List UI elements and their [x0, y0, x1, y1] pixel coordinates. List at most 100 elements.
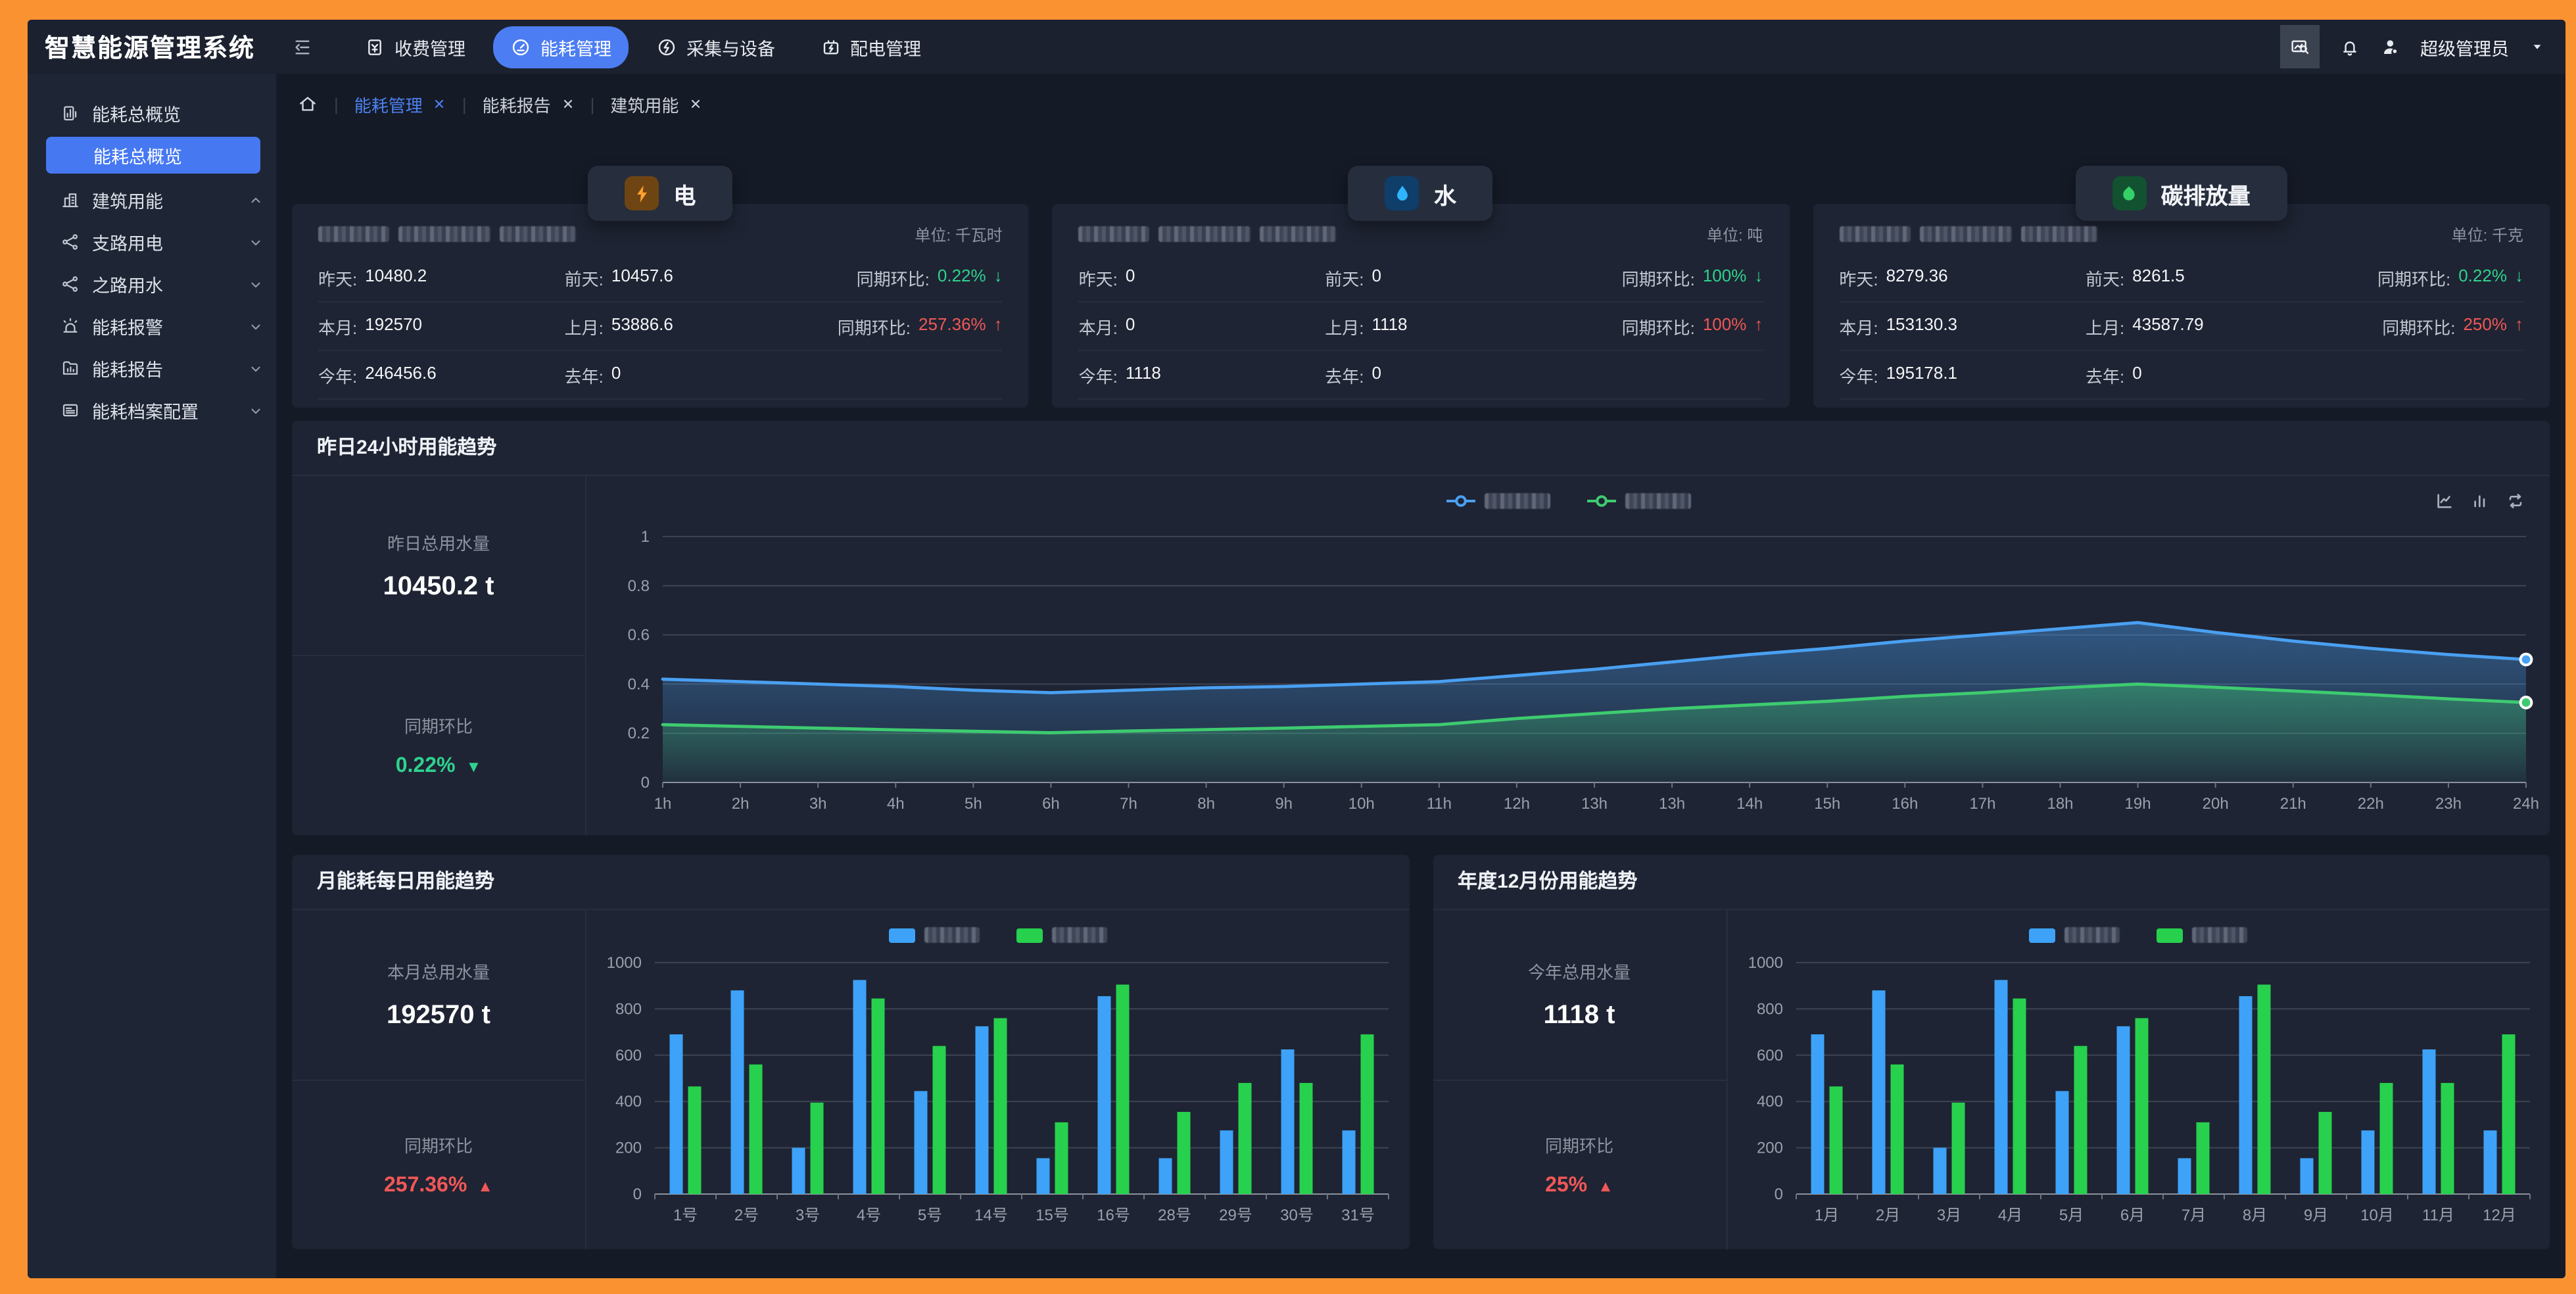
- daily-bar-29号-s1: [1220, 1130, 1233, 1194]
- metric-label: 去年:: [564, 366, 604, 386]
- svg-text:600: 600: [615, 1047, 642, 1065]
- metric-value: 0: [611, 362, 621, 382]
- sidebar-item-label: 能耗档案配置: [92, 402, 199, 422]
- electricity-row-2: 本月: 192570 上月: 53886.6 同期环比: 257.36% ↑: [318, 302, 1003, 351]
- sidebar-item-7[interactable]: 能耗档案配置: [28, 389, 276, 431]
- chevron-down-icon[interactable]: [2529, 38, 2546, 55]
- tab-1[interactable]: 能耗管理: [354, 91, 446, 116]
- svg-text:0.8: 0.8: [628, 577, 650, 595]
- svg-text:31号: 31号: [1341, 1207, 1375, 1224]
- metric-value: 100%: [1702, 265, 1747, 285]
- svg-text:8h: 8h: [1197, 795, 1215, 813]
- water-badge-label: 水: [1433, 183, 1456, 208]
- user-icon[interactable]: [2379, 36, 2400, 57]
- sidebar-item-2[interactable]: 建筑用能: [28, 179, 276, 221]
- tab-close-icon[interactable]: [561, 97, 575, 110]
- tab-close-icon[interactable]: [433, 97, 446, 110]
- electricity-cell: 本月: 192570: [318, 314, 565, 339]
- metric-label: 今年:: [1839, 366, 1878, 386]
- refresh-tool-icon[interactable]: [2505, 491, 2526, 512]
- metric-value: 8261.5: [2132, 265, 2185, 285]
- metric-value: 1118: [1125, 362, 1161, 382]
- yearly-bar-10月-s1: [2360, 1130, 2374, 1194]
- yearly-legend-item-1[interactable]: [2029, 927, 2120, 943]
- sidebar-item-label: 能耗总概览: [92, 105, 181, 125]
- sidebar-item-4[interactable]: 之路用水: [28, 263, 276, 305]
- daily-total-value: 192570 t: [387, 1000, 490, 1030]
- sidebar-collapse-icon[interactable]: [292, 36, 313, 57]
- yearly-bar-12月-s1: [2483, 1130, 2496, 1194]
- sidebar-item-5[interactable]: 能耗报警: [28, 305, 276, 347]
- top-menu-item-1[interactable]: 收费管理: [347, 26, 483, 68]
- bar-tool-icon[interactable]: [2469, 491, 2491, 512]
- svg-text:1月: 1月: [1814, 1207, 1838, 1224]
- svg-text:5h: 5h: [965, 795, 982, 813]
- metric-label: 去年:: [2085, 366, 2125, 386]
- water-cell: 前天: 0: [1325, 265, 1621, 290]
- daily-legend-item-2[interactable]: [1016, 927, 1107, 943]
- arrow-up-icon: ↑: [2514, 314, 2523, 333]
- tab-close-icon[interactable]: [689, 97, 702, 110]
- line-tool-icon[interactable]: [2434, 491, 2455, 512]
- daily-bar-29号-s2: [1238, 1083, 1252, 1194]
- svg-text:1: 1: [641, 528, 650, 546]
- top-menu-item-3[interactable]: 采集与设备: [639, 26, 792, 68]
- water-row-3: 今年: 1118 去年: 0: [1078, 351, 1763, 400]
- water-cell: 今年: 1118: [1079, 362, 1325, 387]
- hourly-trend-card: 昨日24小时用能趋势 昨日总用水量 10450.2 t 同期环比: [292, 421, 2550, 835]
- yearly-total-value: 1118 t: [1543, 1000, 1615, 1030]
- tab-label: 建筑用能: [610, 95, 679, 115]
- svg-text:200: 200: [1756, 1139, 1782, 1157]
- daily-bar-1号-s2: [688, 1086, 702, 1194]
- home-icon[interactable]: [297, 93, 318, 114]
- bell-icon[interactable]: [2339, 36, 2360, 57]
- carbon-row-2: 本月: 153130.3 上月: 43587.79 同期环比: 250% ↑: [1839, 302, 2523, 351]
- water-badge: 水: [1348, 166, 1493, 221]
- redacted-text-block: [1260, 226, 1337, 242]
- metric-value: 250%: [2463, 314, 2507, 333]
- svg-text:21h: 21h: [2280, 795, 2306, 813]
- daily-chart-area: 0 200 400 600 800 1000 1号 2号 3号 4号 5号 14号 15号 16号 28号 2…: [586, 910, 1409, 1249]
- sidebar-item-6[interactable]: 能耗报告: [28, 347, 276, 389]
- sidebar-item-1[interactable]: 能耗总概览: [28, 92, 276, 134]
- daily-bar-15号-s1: [1036, 1158, 1050, 1194]
- arrow-down-icon: ↓: [2514, 265, 2523, 285]
- daily-trend-title: 月能耗每日用能趋势: [292, 855, 1409, 910]
- electricity-card: 电单位: 千瓦时 昨天: 10480.2 前天: 10457.6 同期环比: 0.22% ↓ 本…: [292, 166, 1029, 408]
- overview-icon: [60, 103, 80, 123]
- top-menu-item-4[interactable]: 配电管理: [803, 26, 938, 68]
- svg-text:1000: 1000: [607, 954, 642, 972]
- user-name[interactable]: 超级管理员: [2420, 39, 2509, 59]
- water-cell: 上月: 1118: [1325, 314, 1621, 339]
- tab-3[interactable]: 建筑用能: [610, 91, 702, 116]
- water-cell: 同期环比: 100% ↑: [1622, 314, 1763, 339]
- svg-text:4h: 4h: [887, 795, 905, 813]
- daily-bar-14号-s1: [975, 1026, 989, 1194]
- svg-text:5号: 5号: [918, 1207, 942, 1224]
- svg-text:0: 0: [1774, 1186, 1782, 1203]
- carbon-row-3: 今年: 195178.1 去年: 0: [1839, 351, 2523, 400]
- metric-label: 去年:: [1325, 366, 1364, 386]
- carbon-unit: 单位: 千克: [2451, 226, 2523, 244]
- screenshot-icon[interactable]: [2279, 25, 2319, 68]
- sidebar-subitem-1-1[interactable]: 能耗总概览: [46, 137, 260, 174]
- carbon-cell: 本月: 153130.3: [1839, 314, 2086, 339]
- sidebar-item-label: 建筑用能: [92, 192, 163, 212]
- tab-2[interactable]: 能耗报告: [483, 91, 575, 116]
- sidebar-item-3[interactable]: 支路用电: [28, 221, 276, 263]
- svg-text:19h: 19h: [2125, 795, 2151, 813]
- metric-label: 前天:: [2085, 269, 2125, 289]
- svg-text:29号: 29号: [1219, 1207, 1252, 1224]
- arrow-down-icon: ↓: [993, 265, 1003, 285]
- hourly-legend-item-2[interactable]: [1586, 493, 1690, 509]
- daily-legend-item-1[interactable]: [888, 927, 980, 943]
- carbon-cell: 前天: 8261.5: [2086, 265, 2377, 290]
- carbon-badge-label: 碳排放量: [2160, 183, 2251, 208]
- hourly-legend-item-1[interactable]: [1446, 493, 1550, 509]
- hourly-series-1-line: [661, 621, 2528, 694]
- tab-label: 能耗管理: [354, 95, 423, 115]
- yearly-legend-item-2[interactable]: [2157, 927, 2248, 943]
- top-navbar: 智慧能源管理系统 收费管理 能耗管理 采集与设备 配电管理 超级管理员: [28, 20, 2565, 74]
- top-menu-item-2[interactable]: 能耗管理: [493, 26, 629, 68]
- daily-total-label: 本月总用水量: [387, 962, 490, 982]
